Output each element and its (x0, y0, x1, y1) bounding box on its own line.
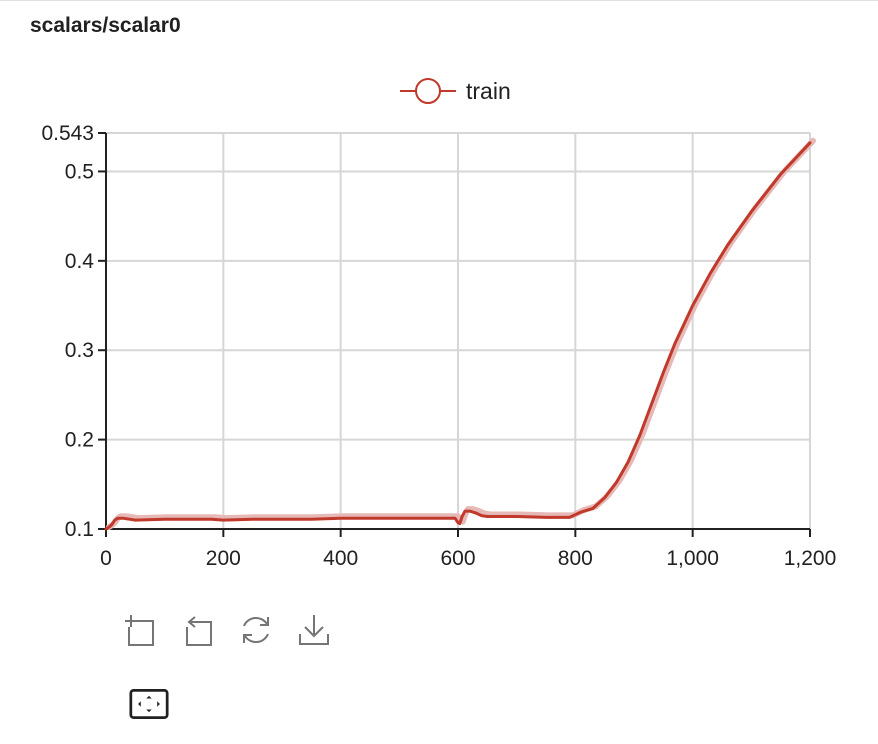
series-line-train (104, 141, 812, 531)
series-group (104, 137, 816, 531)
y-tick-label: 0.4 (65, 250, 95, 273)
card-title: scalars/scalar0 (30, 14, 181, 37)
card-top-border (0, 0, 878, 1)
zoom-in-icon (125, 615, 154, 646)
refresh-icon (243, 617, 269, 643)
undo-zoom-button[interactable] (178, 610, 218, 650)
series-line-raw (106, 137, 816, 530)
fit-to-screen-button[interactable] (129, 684, 169, 724)
fit-to-screen-icon (129, 689, 169, 719)
x-tick-label: 400 (323, 547, 358, 570)
refresh-button[interactable] (236, 610, 276, 650)
x-tick-label: 1,200 (784, 547, 837, 570)
y-tick-label: 0.5 (65, 160, 94, 183)
legend-label: train (466, 78, 511, 104)
y-tick-label: 0.3 (65, 339, 94, 362)
x-tick-label: 800 (558, 547, 593, 570)
y-tick-label: 0.2 (65, 429, 94, 452)
x-tick-label: 600 (440, 547, 475, 570)
axes: 0 200 400 600 800 1,000 1,200 0.1 0.2 0.3 0.4 0.5 0.… (41, 122, 836, 570)
x-tick-label: 1,000 (666, 547, 719, 570)
grid (106, 132, 811, 529)
legend-marker (415, 78, 441, 104)
zoom-in-button[interactable] (120, 610, 160, 650)
undo-zoom-icon (186, 616, 212, 646)
download-icon (299, 615, 329, 645)
y-tick-label: 0.543 (41, 122, 94, 145)
download-button[interactable] (294, 610, 334, 650)
x-tick-label: 0 (100, 547, 112, 570)
legend[interactable]: train (400, 78, 511, 104)
y-tick-label: 0.1 (65, 518, 94, 541)
line-chart[interactable]: 0 200 400 600 800 1,000 1,200 0.1 0.2 0.3 0.4 0.5 0.… (0, 0, 878, 600)
x-tick-label: 200 (206, 547, 241, 570)
